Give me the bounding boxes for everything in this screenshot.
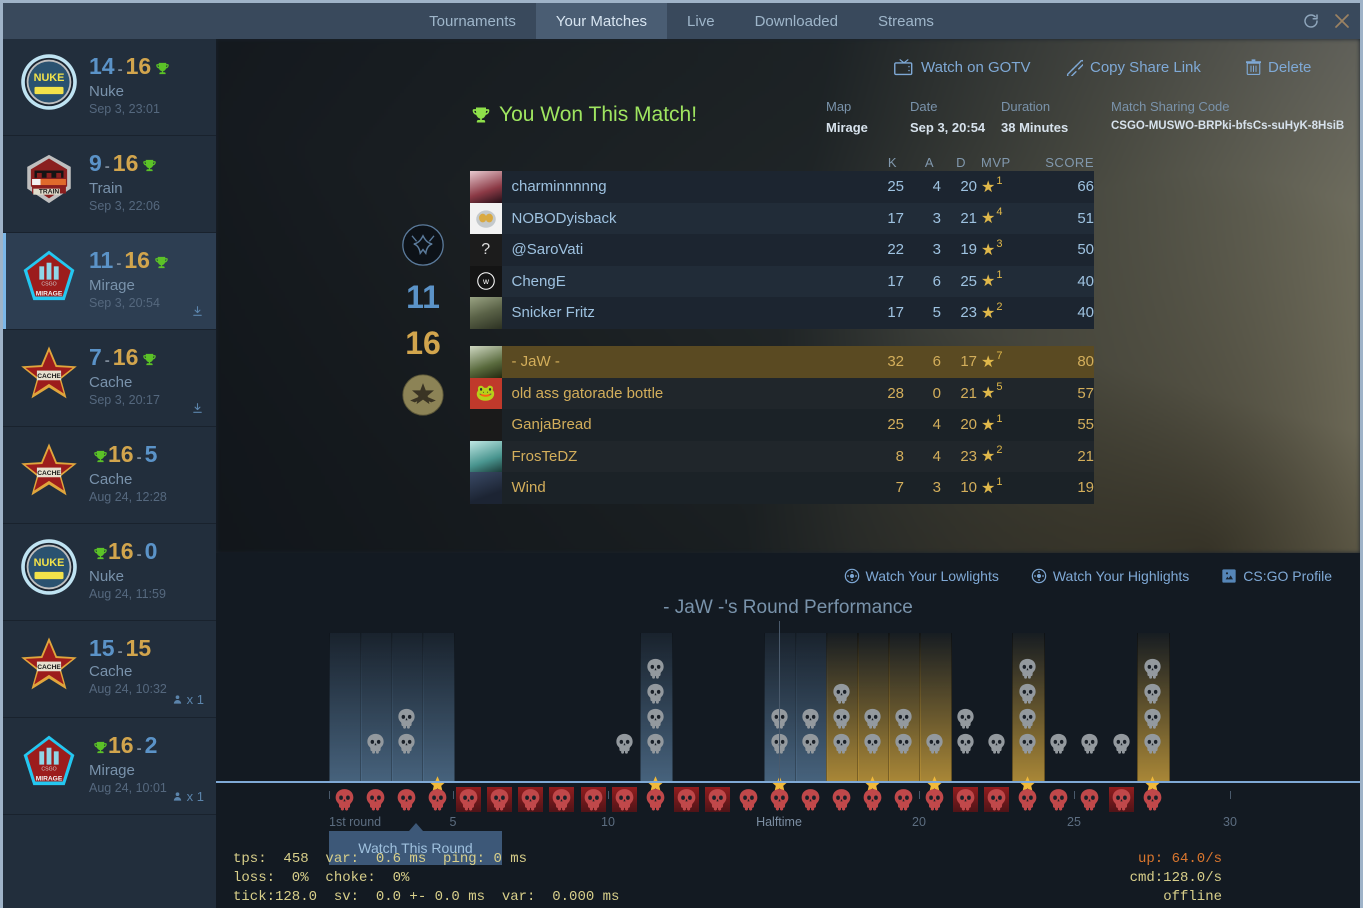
svg-text:CACHE: CACHE bbox=[37, 373, 61, 380]
svg-text:NUKE: NUKE bbox=[34, 72, 65, 84]
svg-text:TRAIN: TRAIN bbox=[39, 189, 59, 196]
svg-text:CACHE: CACHE bbox=[37, 664, 61, 671]
svg-text:NUKE: NUKE bbox=[34, 557, 65, 569]
svg-text:CSGO: CSGO bbox=[41, 282, 56, 288]
svg-text:MIRAGE: MIRAGE bbox=[36, 775, 63, 782]
svg-text:MIRAGE: MIRAGE bbox=[36, 290, 63, 297]
svg-text:CACHE: CACHE bbox=[37, 470, 61, 477]
svg-text:w: w bbox=[482, 277, 489, 286]
svg-text:CSGO: CSGO bbox=[41, 767, 56, 773]
